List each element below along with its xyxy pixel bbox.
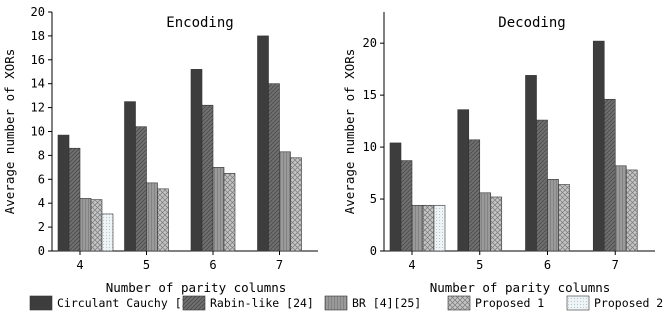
encoding-bar-rabin-like-24-6 [201, 104, 214, 252]
encoding-bar-rabin-like-24-4 [68, 147, 81, 252]
legend-swatch-rabin-like-24 [182, 295, 206, 311]
encoding-bar-proposed-2-4 [101, 213, 114, 252]
decoding-bar-circulant-cauchy-23-6 [525, 75, 537, 252]
decoding-bar-br-4-25-7 [614, 165, 627, 252]
legend-swatch-br-4-25 [324, 295, 348, 311]
decoding-bar-rabin-like-24-7 [603, 98, 616, 252]
decoding-x-tick-label: 5 [476, 258, 483, 272]
legend-swatch-proposed-1 [447, 295, 471, 311]
decoding-bar-br-4-25-6 [547, 179, 559, 252]
legend: Circulant Cauchy [23] Rabin-like [24] BR [… [29, 295, 663, 311]
decoding-bar-rabin-like-24-4 [400, 160, 413, 252]
decoding-bar-rabin-like-24-5 [468, 139, 481, 252]
decoding-x-tick-label: 4 [408, 258, 415, 272]
encoding-bar-circulant-cauchy-23-4 [57, 134, 70, 252]
encoding-bar-br-4-25-7 [279, 151, 291, 252]
legend-label-proposed-1: Proposed 1 [475, 296, 544, 310]
decoding-y-tick-label: 20 [363, 36, 377, 50]
legend-label-circulant-cauchy-23: Circulant Cauchy [23] [57, 296, 202, 310]
encoding-y-axis-label: Average number of XORs [2, 49, 17, 215]
encoding-x-tick-label: 6 [209, 258, 216, 272]
decoding-chart: 0 5 10 15 20 4 5 6 7 Decoding Average number of XO… [342, 12, 655, 295]
encoding-bar-proposed-1-6 [223, 173, 236, 252]
decoding-bar-br-4-25-5 [479, 192, 492, 252]
decoding-x-tick-label: 7 [612, 258, 619, 272]
legend-swatch-proposed-2 [566, 295, 590, 311]
decoding-y-axis-label: Average number of XORs [342, 49, 357, 215]
decoding-bar-proposed-1-5 [490, 196, 503, 252]
legend-swatch-circulant-cauchy-23 [29, 295, 53, 311]
encoding-bar-rabin-like-24-5 [135, 126, 147, 252]
encoding-y-tick-label: 4 [38, 196, 45, 210]
decoding-bar-proposed-2-4 [433, 204, 446, 252]
encoding-y-tick-label: 12 [31, 101, 45, 115]
decoding-bar-circulant-cauchy-23-5 [457, 109, 470, 252]
decoding-y-tick-label: 15 [363, 88, 377, 102]
decoding-y-tick-label: 5 [370, 192, 377, 206]
legend-label-rabin-like-24: Rabin-like [24] [210, 296, 314, 310]
decoding-bar-rabin-like-24-6 [536, 119, 548, 252]
encoding-bar-rabin-like-24-7 [268, 83, 280, 252]
legend-label-br-4-25: BR [4][25] [352, 296, 421, 310]
encoding-bar-proposed-1-5 [157, 188, 169, 252]
encoding-bar-proposed-1-4 [90, 199, 103, 252]
encoding-y-tick-label: 20 [31, 5, 45, 19]
encoding-bar-br-4-25-6 [212, 167, 225, 252]
encoding-bar-circulant-cauchy-23-7 [257, 35, 269, 252]
encoding-y-tick-label: 0 [38, 244, 45, 258]
legend-label-proposed-2: Proposed 2 [594, 296, 663, 310]
encoding-chart: 0 2 4 6 8 10 12 14 16 18 20 4 5 6 7 Encoding Average num… [2, 5, 318, 295]
decoding-bar-proposed-1-6 [558, 184, 570, 252]
decoding-x-axis-label: Number of parity columns [430, 280, 611, 295]
encoding-bar-br-4-25-4 [79, 198, 92, 252]
encoding-y-tick-label: 10 [31, 125, 45, 139]
encoding-y-tick-label: 6 [38, 172, 45, 186]
encoding-title: Encoding [166, 15, 233, 31]
encoding-bar-circulant-cauchy-23-6 [190, 69, 203, 252]
encoding-y-tick-label: 8 [38, 148, 45, 162]
encoding-bar-circulant-cauchy-23-5 [124, 101, 136, 252]
encoding-x-tick-label: 7 [276, 258, 283, 272]
decoding-bar-proposed-1-7 [625, 169, 638, 252]
decoding-y-tick-label: 10 [363, 140, 377, 154]
decoding-x-tick-label: 6 [544, 258, 551, 272]
decoding-bar-circulant-cauchy-23-4 [389, 142, 402, 252]
encoding-x-tick-label: 5 [143, 258, 150, 272]
encoding-bar-br-4-25-5 [146, 182, 158, 252]
encoding-bar-proposed-1-7 [290, 157, 302, 252]
decoding-bar-br-4-25-4 [411, 204, 424, 252]
encoding-y-tick-label: 14 [31, 77, 45, 91]
encoding-y-tick-label: 2 [38, 220, 45, 234]
encoding-x-tick-label: 4 [76, 258, 83, 272]
encoding-y-tick-label: 18 [31, 29, 45, 43]
decoding-y-tick-label: 0 [370, 244, 377, 258]
decoding-bar-circulant-cauchy-23-7 [592, 40, 605, 252]
encoding-y-tick-label: 16 [31, 53, 45, 67]
encoding-x-axis-label: Number of parity columns [106, 280, 287, 295]
decoding-bar-proposed-1-4 [422, 204, 435, 252]
decoding-title: Decoding [498, 15, 565, 31]
